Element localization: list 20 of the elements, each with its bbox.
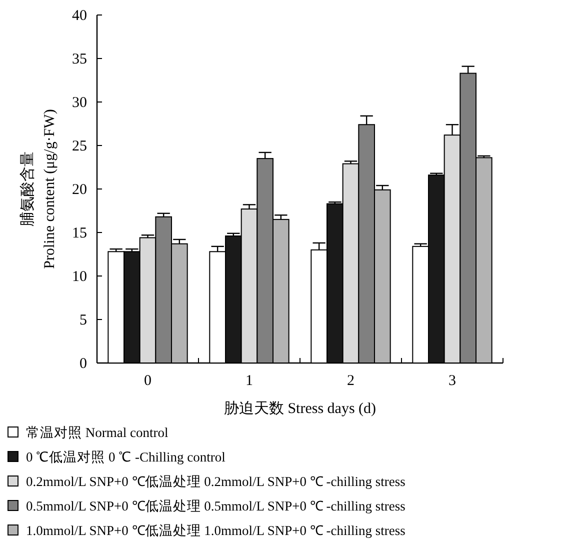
y-tick-label: 35 — [72, 52, 87, 68]
legend-label: 1.0mmol/L SNP+0 ℃低温处理 1.0mmol/L SNP+0 ℃ -chilling stress — [26, 523, 406, 538]
y-tick-label: 40 — [72, 8, 87, 24]
y-axis-title: 脯氨酸含量 Proline content (μg/g·FW) — [19, 109, 58, 269]
y-tick-label: 25 — [72, 138, 87, 154]
y-tick-label: 20 — [72, 182, 87, 198]
x-tick-label: 1 — [246, 373, 253, 389]
y-tick-label: 5 — [80, 312, 87, 328]
x-tick-label: 2 — [347, 373, 354, 389]
legend-label: 0.5mmol/L SNP+0 ℃低温处理 0.5mmol/L SNP+0 ℃ -chilling stress — [26, 498, 406, 514]
x-tick-label: 3 — [448, 373, 456, 389]
y-tick-label: 0 — [80, 356, 87, 372]
legend-label: 0 ℃低温对照 0 ℃ -Chilling control — [26, 450, 226, 464]
x-tick-label: 0 — [144, 373, 152, 389]
y-tick-label: 10 — [72, 269, 87, 285]
y-tick-label: 15 — [72, 226, 87, 242]
legend-label: 0.2mmol/L SNP+0 ℃低温处理 0.2mmol/L SNP+0 ℃ -chilling stress — [26, 474, 406, 489]
y-tick-label: 30 — [72, 95, 87, 111]
legend-label: 常温对照 Normal control — [26, 425, 168, 440]
x-axis-title: 胁迫天数 Stress days (d) — [224, 400, 376, 417]
